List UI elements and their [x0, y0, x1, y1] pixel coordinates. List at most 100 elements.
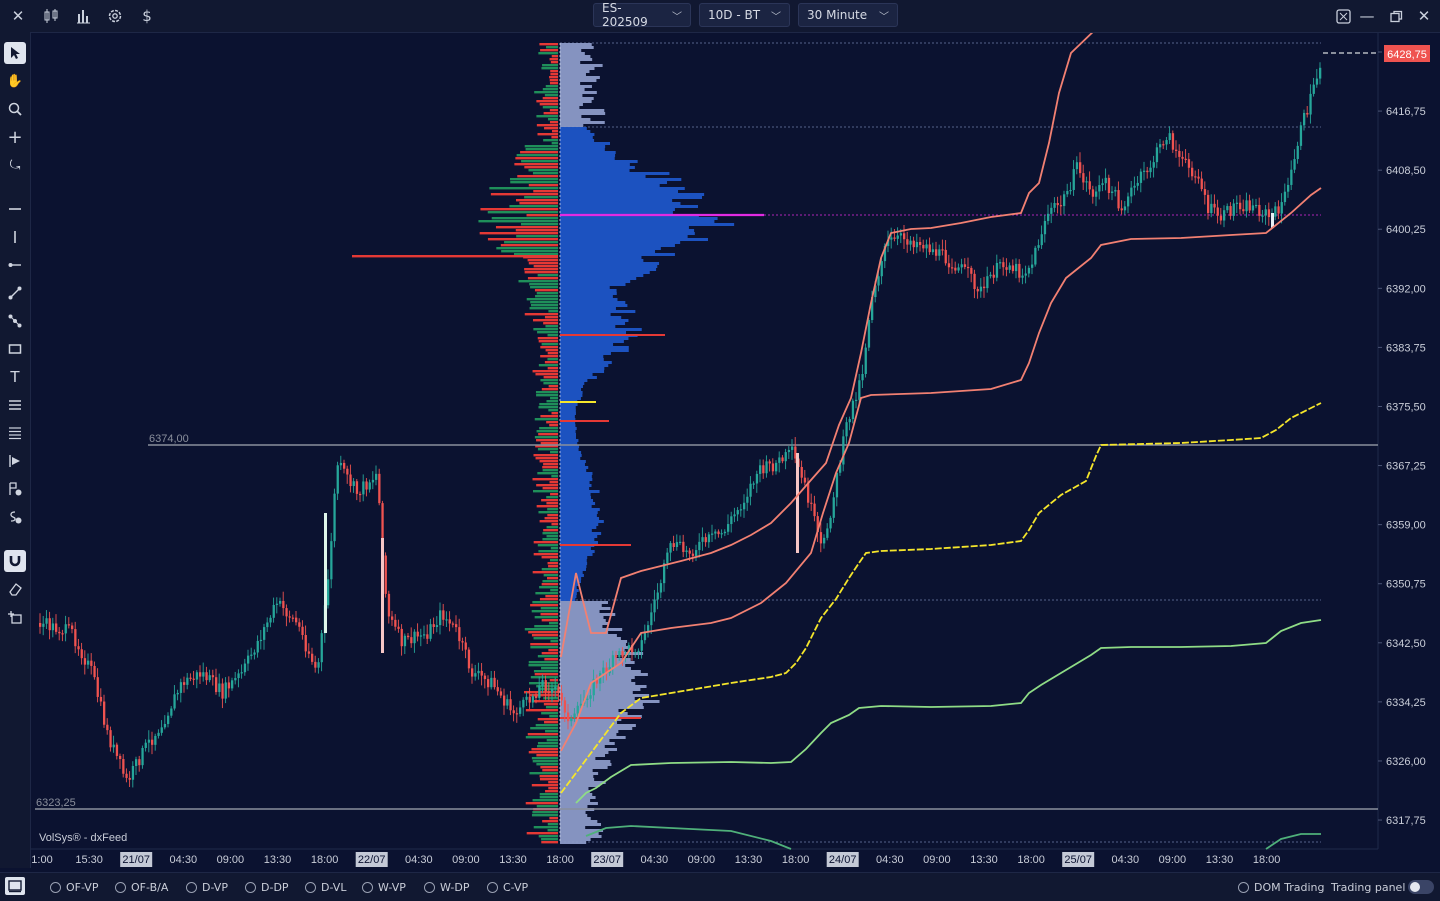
delta-bar [535, 391, 558, 394]
crosshair-icon[interactable]: + [7, 126, 23, 148]
ray-line-icon[interactable] [4, 254, 26, 276]
window-close-icon[interactable]: ✕ [1417, 7, 1431, 25]
profile-bin [560, 550, 595, 553]
profile-bin [560, 820, 598, 823]
profile-option-w-vp[interactable]: W-VP [362, 881, 406, 894]
close-icon[interactable]: ✕ [11, 7, 25, 25]
candle-body [1210, 203, 1213, 213]
restore-icon[interactable] [1385, 5, 1407, 27]
rectangle-icon[interactable] [4, 338, 26, 360]
levels-icon[interactable] [4, 422, 26, 444]
candle-body [1059, 205, 1063, 207]
profile-bin [560, 586, 577, 589]
profile-bin [560, 793, 593, 796]
profile-bin [560, 532, 602, 535]
candle-body [1123, 206, 1127, 211]
delta-bar [550, 73, 558, 76]
candle-body [1255, 204, 1258, 207]
vertical-line-icon[interactable] [4, 226, 26, 248]
profile-bin [560, 250, 656, 253]
currency-icon[interactable]: $ [142, 7, 152, 25]
eraser-icon[interactable] [4, 578, 26, 600]
profile-bin [560, 796, 596, 799]
profile-bin [560, 502, 596, 505]
candle-body [912, 240, 915, 248]
profile-bin [560, 340, 624, 343]
timeframe-dropdown[interactable]: 30 Minute ﹀ [798, 3, 898, 27]
profile-option-of-vp[interactable]: OF-VP [50, 881, 98, 894]
zoom-icon[interactable] [4, 98, 26, 120]
profile-option-of-b-a[interactable]: OF-B/A [115, 881, 168, 894]
horizontal-line-icon[interactable] [4, 198, 26, 220]
trading-panel-toggle[interactable] [1408, 880, 1434, 894]
candle-body [1219, 215, 1223, 221]
delta-bar [548, 781, 558, 784]
profile-option-w-dp[interactable]: W-DP [424, 881, 470, 894]
dom-trading-option[interactable]: DOM Trading [1238, 881, 1324, 894]
symbol-dropdown[interactable]: ES-202509 ﹀ [593, 1, 691, 29]
panel-layout-icon[interactable] [5, 877, 25, 895]
projection-icon[interactable] [4, 450, 26, 472]
delta-bar [543, 322, 558, 325]
profile-bin [560, 583, 579, 586]
profile-bin [560, 517, 600, 520]
profile-bin [560, 736, 626, 739]
pointer-icon[interactable] [4, 42, 26, 64]
settings-gear-icon[interactable] [104, 5, 126, 27]
candle-body-highlight [796, 453, 799, 553]
profile-bin [560, 316, 622, 319]
period-value: 10D - BT [708, 8, 761, 22]
delta-bar [542, 538, 558, 541]
delta-bar [537, 133, 558, 136]
profile-option-d-dp[interactable]: D-DP [245, 881, 289, 894]
candle-body [1056, 202, 1059, 206]
text-tool-icon[interactable]: T [10, 368, 20, 386]
profile-bin [560, 481, 590, 484]
candle-body [723, 531, 727, 534]
candle-body [320, 633, 323, 663]
trend-line-icon[interactable] [4, 282, 26, 304]
profile-bin [560, 685, 647, 688]
profile-option-d-vp[interactable]: D-VP [186, 881, 228, 894]
delta-bar [495, 226, 558, 229]
delta-bar [533, 265, 558, 268]
add-drawing-icon[interactable] [4, 606, 26, 628]
time-axis[interactable]: 1:00 15:30 21/07 04:30 09:00 13:30 18:00 22/07 0… [31, 852, 1280, 867]
position-dollar-icon[interactable] [4, 478, 26, 500]
radio-icon [1238, 882, 1249, 893]
candle-body [234, 678, 237, 681]
candle-body [1232, 203, 1235, 216]
candle-body [675, 542, 679, 547]
minimize-icon[interactable]: — [1359, 7, 1375, 25]
delta-bar [537, 331, 558, 334]
price-chart[interactable]: 6374,00 6323,25 VolSys® - dxFeed 6425,00… [31, 33, 1440, 870]
delta-bar [539, 778, 558, 781]
profile-bin [560, 802, 598, 805]
candle-body [154, 735, 157, 745]
profile-option-c-vp[interactable]: C-VP [487, 881, 528, 894]
price-tick-label: 6408,50 [1386, 165, 1426, 177]
path-line-icon[interactable] [4, 310, 26, 332]
bar-chart-icon[interactable] [72, 5, 94, 27]
delta-bar [525, 736, 558, 739]
profile-bin [560, 364, 609, 367]
candle-body [480, 670, 483, 676]
profile-bin [560, 604, 602, 607]
hand-pan-icon[interactable]: ✋ [6, 73, 24, 89]
magnet-cursor-icon[interactable]: ⤿ [9, 157, 21, 173]
fibonacci-icon[interactable] [4, 394, 26, 416]
period-dropdown[interactable]: 10D - BT ﹀ [699, 3, 790, 27]
screenshot-icon[interactable] [1332, 5, 1354, 27]
candle-body [189, 677, 192, 679]
candle-body [775, 462, 778, 472]
profile-option-d-vl[interactable]: D-VL [305, 881, 346, 894]
candle-body [160, 727, 163, 733]
profile-option-label: OF-B/A [131, 881, 169, 894]
time-tick-label: 22/07 [358, 854, 386, 866]
candle-body [640, 640, 643, 651]
scale-dollar-icon[interactable] [4, 506, 26, 528]
magnet-icon[interactable] [4, 550, 26, 572]
profile-bin [560, 274, 644, 277]
candlestick-icon[interactable] [40, 5, 62, 27]
candle-body [989, 274, 992, 277]
